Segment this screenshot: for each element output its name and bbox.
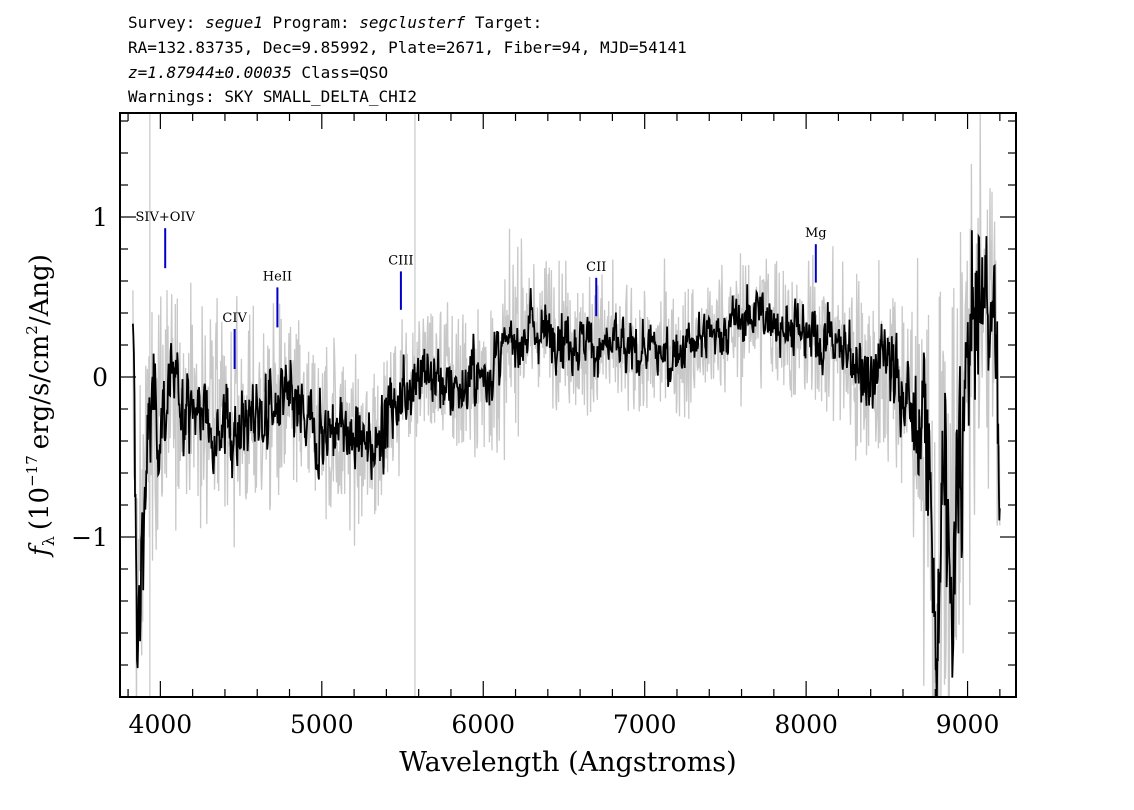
y-label-lambda: λ	[39, 536, 58, 546]
y-tick-label-0: −1	[71, 523, 108, 552]
y-label-exponent: −17	[23, 455, 41, 487]
survey-label: Survey:	[128, 13, 196, 32]
annotation-label-5: Mg	[805, 226, 827, 241]
annotation-label-2: HeII	[263, 269, 292, 284]
y-label-open: (10	[25, 487, 55, 530]
header-line-1: Survey: segue1 Program: segclusterf Targ…	[128, 12, 542, 34]
y-label-units: erg/s/cm	[25, 335, 55, 450]
tick-layer	[120, 113, 1016, 698]
annotation-label-3: CIII	[388, 253, 413, 268]
header-line-3: z=1.87944±0.00035 Class=QSO	[128, 62, 388, 84]
tick-label-layer: 4000 5000 6000 7000 8000 9000 −1 0 1	[71, 203, 999, 739]
target-label: Target:	[474, 13, 543, 32]
annotation-label-4: CII	[586, 260, 606, 275]
y-label-end: /Ang)	[25, 254, 55, 325]
error-series-line	[132, 113, 1001, 697]
x-tick-label-3: 7000	[613, 710, 677, 739]
y-axis-label: fλ(10−17erg/s/cm2/Ang)	[23, 254, 58, 558]
y-label-square: 2	[23, 325, 41, 335]
x-tick-label-2: 6000	[451, 710, 515, 739]
flux-series-line	[132, 230, 1001, 697]
header-line-4: Warnings: SKY SMALL_DELTA_CHI2	[128, 87, 417, 106]
error-layer	[132, 113, 1001, 697]
flux-layer	[132, 230, 1001, 697]
y-tick-label-2: 1	[92, 203, 108, 232]
x-axis-label: Wavelength (Angstroms)	[399, 747, 736, 778]
x-tick-label-1: 5000	[290, 710, 354, 739]
y-tick-label-1: 0	[92, 363, 108, 392]
annotation-label-0: SIV+OIV	[135, 210, 195, 225]
annotation-label-1: CIV	[222, 311, 247, 326]
plot-frame	[119, 112, 1017, 698]
survey-value: segue1	[205, 13, 263, 32]
program-value: segclusterf	[359, 13, 466, 32]
x-tick-label-0: 4000	[129, 710, 193, 739]
x-tick-label-5: 9000	[936, 710, 1000, 739]
program-label: Program:	[272, 13, 350, 32]
annotation-layer: SIV+OIV CIV HeII CIII CII Mg	[135, 210, 827, 369]
x-tick-label-4: 8000	[774, 710, 838, 739]
redshift-value: z=1.87944±0.00035	[128, 63, 292, 82]
header-line-2: RA=132.83735, Dec=9.85992, Plate=2671, F…	[128, 38, 687, 57]
class-value: Class=QSO	[301, 63, 389, 82]
